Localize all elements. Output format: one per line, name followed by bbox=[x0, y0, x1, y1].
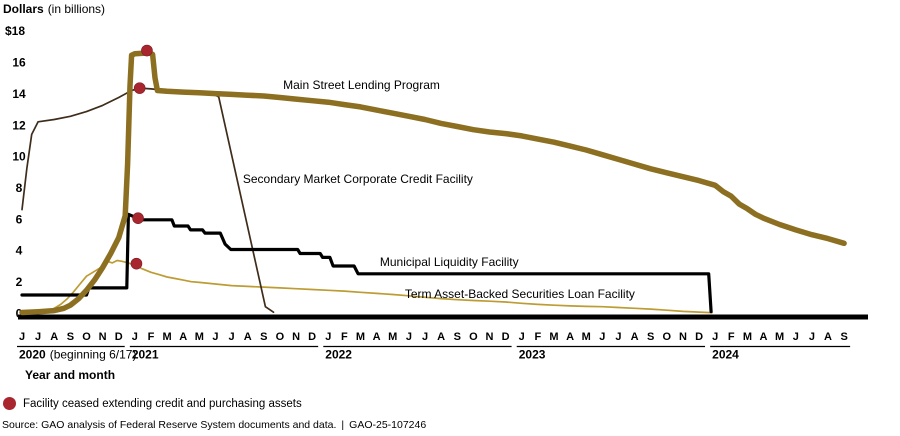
y-tick-label: 8 bbox=[16, 181, 23, 195]
x-tick-month: M bbox=[162, 331, 171, 343]
ceased-dot bbox=[130, 257, 143, 270]
ceased-marker-icon bbox=[3, 397, 16, 410]
y-tick-label: 4 bbox=[16, 244, 23, 258]
x-tick-month: M bbox=[388, 331, 397, 343]
series-label: Municipal Liquidity Facility bbox=[380, 255, 519, 269]
y-tick-label: 2 bbox=[16, 275, 23, 289]
x-tick-month: S bbox=[840, 331, 847, 343]
x-tick-month: O bbox=[469, 331, 478, 343]
x-tick-month: D bbox=[115, 331, 123, 343]
x-tick-month: N bbox=[292, 331, 300, 343]
series-line-main-street-lending-program bbox=[19, 50, 847, 316]
y-tick-top: $18 bbox=[5, 24, 25, 38]
x-tick-month: J bbox=[325, 331, 331, 343]
x-tick-month: M bbox=[775, 331, 784, 343]
y-axis-title: Dollars (in billions) bbox=[3, 2, 105, 16]
x-tick-month: D bbox=[308, 331, 316, 343]
x-tick-month: O bbox=[663, 331, 672, 343]
x-tick-month: A bbox=[179, 331, 187, 343]
y-tick-label: 6 bbox=[16, 212, 23, 226]
ceased-dot bbox=[132, 212, 144, 224]
x-tick-month: A bbox=[437, 331, 445, 343]
x-tick-month: J bbox=[35, 331, 41, 343]
x-tick-month: J bbox=[519, 331, 525, 343]
x-tick-month: A bbox=[373, 331, 381, 343]
legend-label: Facility ceased extending credit and pur… bbox=[23, 397, 302, 410]
year-label: 2020 (beginning 6/17) bbox=[19, 348, 136, 362]
x-tick-month: J bbox=[793, 331, 799, 343]
x-tick-month: N bbox=[679, 331, 687, 343]
year-label: 2022 bbox=[325, 348, 352, 362]
source-note: Source: GAO analysis of Federal Reserve … bbox=[2, 419, 426, 431]
x-tick-month: J bbox=[809, 331, 815, 343]
x-tick-month: M bbox=[743, 331, 752, 343]
y-tick-label: 0 bbox=[16, 306, 23, 320]
x-tick-month: J bbox=[212, 331, 218, 343]
y-tick-label: 10 bbox=[12, 150, 26, 164]
x-tick-month: N bbox=[486, 331, 494, 343]
year-label: 2023 bbox=[519, 348, 546, 362]
series-line-municipal-liquidity-facility bbox=[20, 212, 713, 314]
x-tick-month: J bbox=[228, 331, 234, 343]
x-tick-month: D bbox=[695, 331, 703, 343]
x-tick-month: D bbox=[502, 331, 510, 343]
x-tick-month: F bbox=[341, 331, 348, 343]
x-tick-month: S bbox=[260, 331, 267, 343]
x-tick-month: J bbox=[422, 331, 428, 343]
year-label: 2021 bbox=[132, 348, 159, 362]
x-tick-month: O bbox=[276, 331, 285, 343]
x-axis-title: Year and month bbox=[25, 368, 116, 382]
x-tick-month: A bbox=[244, 331, 252, 343]
x-tick-month: J bbox=[132, 331, 138, 343]
legend: Facility ceased extending credit and pur… bbox=[3, 397, 302, 410]
series-line-secondary-market-corporate-credit-facility bbox=[21, 87, 275, 314]
x-tick-month: F bbox=[148, 331, 155, 343]
x-tick-month: F bbox=[728, 331, 735, 343]
x-tick-month: J bbox=[615, 331, 621, 343]
x-tick-month: J bbox=[19, 331, 25, 343]
x-tick-month: J bbox=[599, 331, 605, 343]
x-tick-month: N bbox=[99, 331, 107, 343]
y-axis-title-bold: Dollars bbox=[3, 2, 44, 16]
x-tick-month: J bbox=[406, 331, 412, 343]
y-tick-label: 16 bbox=[12, 56, 26, 70]
x-tick-month: A bbox=[50, 331, 58, 343]
series-label: Main Street Lending Program bbox=[283, 78, 440, 92]
x-tick-month: O bbox=[82, 331, 91, 343]
x-tick-month: S bbox=[647, 331, 654, 343]
x-tick-month: A bbox=[760, 331, 768, 343]
report-id: GAO-25-107246 bbox=[349, 419, 427, 431]
x-tick-month: M bbox=[195, 331, 204, 343]
ceased-dot bbox=[133, 82, 146, 94]
series-label: Secondary Market Corporate Credit Facili… bbox=[243, 172, 473, 186]
series-label: Term Asset-Backed Securities Loan Facili… bbox=[405, 287, 635, 301]
x-tick-month: A bbox=[824, 331, 832, 343]
y-tick-label: 14 bbox=[12, 87, 26, 101]
year-label: 2024 bbox=[712, 348, 739, 362]
y-tick-label: 12 bbox=[12, 118, 26, 132]
x-tick-month: M bbox=[356, 331, 365, 343]
x-tick-month: A bbox=[631, 331, 639, 343]
x-tick-month: S bbox=[67, 331, 74, 343]
x-tick-month: S bbox=[454, 331, 461, 343]
x-tick-month: M bbox=[582, 331, 591, 343]
x-tick-month: J bbox=[712, 331, 718, 343]
ceased-dot bbox=[141, 44, 153, 57]
x-tick-month: A bbox=[566, 331, 574, 343]
source-text: Source: GAO analysis of Federal Reserve … bbox=[2, 419, 337, 431]
x-tick-month: M bbox=[549, 331, 558, 343]
x-tick-month: F bbox=[534, 331, 541, 343]
source-separator: | bbox=[341, 419, 345, 431]
y-axis-title-note: (in billions) bbox=[47, 2, 106, 16]
